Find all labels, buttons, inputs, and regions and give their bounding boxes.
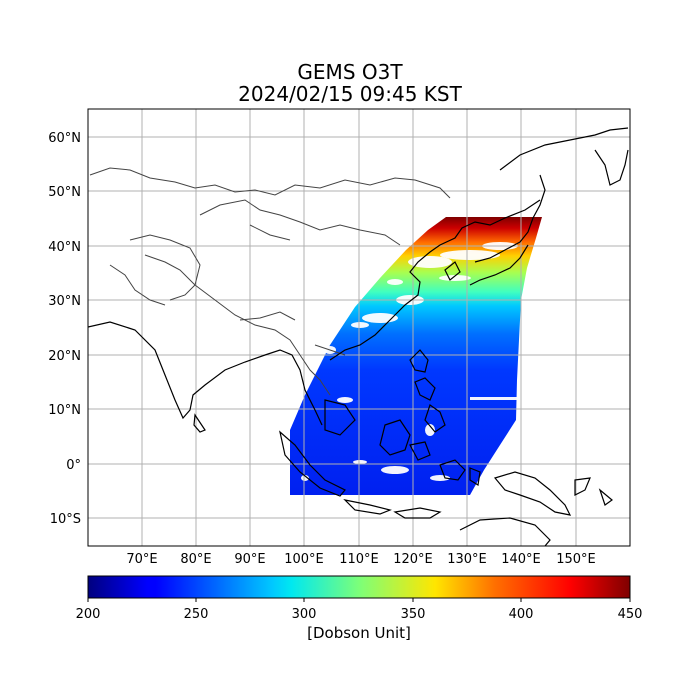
lon-label: 90°E xyxy=(234,552,265,567)
lon-label: 70°E xyxy=(126,552,157,567)
lon-label: 150°E xyxy=(556,552,596,567)
colorbar-tick-label: 450 xyxy=(618,607,643,622)
lat-axis-labels: 60°N 50°N 40°N 30°N 20°N 10°N 0° 10°S xyxy=(48,131,81,527)
lon-label: 140°E xyxy=(501,552,541,567)
ozone-swath xyxy=(290,217,542,495)
lon-label: 110°E xyxy=(339,552,379,567)
colorbar-tick-label: 200 xyxy=(76,607,101,622)
lon-label: 120°E xyxy=(393,552,433,567)
map-title: GEMS O3T xyxy=(297,60,403,84)
colorbar-tick-label: 300 xyxy=(292,607,317,622)
lat-label: 10°S xyxy=(50,512,81,527)
colorbar-ticks xyxy=(87,598,631,602)
lon-label: 80°E xyxy=(180,552,211,567)
lon-axis-labels: 70°E 80°E 90°E 100°E 110°E 120°E 130°E 1… xyxy=(126,552,595,567)
lon-label: 100°E xyxy=(284,552,324,567)
lat-label: 0° xyxy=(66,458,81,473)
coastlines xyxy=(88,127,629,546)
lon-label: 130°E xyxy=(447,552,487,567)
map-subtitle: 2024/02/15 09:45 KST xyxy=(238,82,462,106)
colorbar-tick-labels: 200 250 300 350 400 450 xyxy=(76,607,643,622)
lat-label: 60°N xyxy=(48,131,81,146)
country-borders xyxy=(89,167,451,396)
lat-label: 50°N xyxy=(48,185,81,200)
gridlines xyxy=(88,109,630,546)
colorbar-tick-label: 350 xyxy=(401,607,426,622)
lat-label: 20°N xyxy=(48,349,81,364)
lat-label: 10°N xyxy=(48,403,81,418)
colorbar-tick-label: 400 xyxy=(509,607,534,622)
colorbar-tick-label: 250 xyxy=(184,607,209,622)
lat-label: 40°N xyxy=(48,240,81,255)
colorbar xyxy=(87,575,631,599)
colorbar-label: [Dobson Unit] xyxy=(307,624,411,642)
map-frame xyxy=(87,108,631,547)
lat-label: 30°N xyxy=(48,294,81,309)
